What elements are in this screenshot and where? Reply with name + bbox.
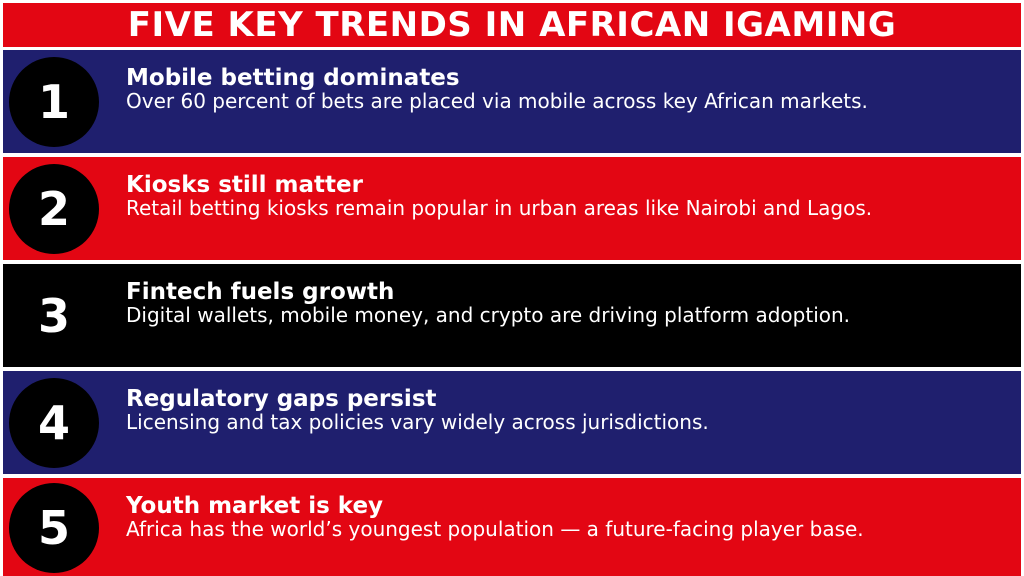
trend-row: 3 Fintech fuels growth Digital wallets, …	[3, 264, 1021, 367]
trend-text: Regulatory gaps persist Licensing and ta…	[126, 387, 1011, 433]
trend-list: 1 Mobile betting dominates Over 60 perce…	[3, 50, 1021, 576]
trend-number: 5	[37, 501, 70, 555]
trend-number: 2	[37, 181, 70, 236]
trend-row: 1 Mobile betting dominates Over 60 perce…	[3, 50, 1021, 153]
page-title: FIVE KEY TRENDS IN AFRICAN IGAMING	[127, 5, 897, 45]
number-badge: 3	[9, 270, 99, 361]
trend-heading: Youth market is key	[126, 493, 384, 519]
trend-heading: Regulatory gaps persist	[126, 386, 437, 412]
trend-number: 4	[37, 395, 70, 450]
trend-number: 3	[37, 288, 70, 343]
trend-row: 2 Kiosks still matter Retail betting kio…	[3, 157, 1021, 260]
trend-number: 1	[37, 74, 70, 129]
trend-text: Fintech fuels growth Digital wallets, mo…	[126, 280, 1011, 326]
trend-description: Over 60 percent of bets are placed via m…	[126, 89, 868, 113]
trend-text: Youth market is key Africa has the world…	[126, 494, 1011, 540]
title-banner: FIVE KEY TRENDS IN AFRICAN IGAMING	[3, 3, 1021, 47]
trend-text: Mobile betting dominates Over 60 percent…	[126, 66, 1011, 112]
trend-description: Africa has the world’s youngest populati…	[126, 517, 864, 541]
trend-description: Retail betting kiosks remain popular in …	[126, 196, 873, 220]
number-badge: 1	[9, 56, 99, 147]
trend-heading: Kiosks still matter	[126, 172, 363, 198]
trend-description: Digital wallets, mobile money, and crypt…	[126, 303, 851, 327]
trend-heading: Fintech fuels growth	[126, 279, 395, 305]
number-badge: 4	[9, 377, 99, 468]
number-badge: 2	[9, 163, 99, 254]
trend-row: 5 Youth market is key Africa has the wor…	[3, 478, 1021, 576]
trend-text: Kiosks still matter Retail betting kiosk…	[126, 173, 1011, 219]
trend-description: Licensing and tax policies vary widely a…	[126, 410, 709, 434]
trend-row: 4 Regulatory gaps persist Licensing and …	[3, 371, 1021, 474]
trend-heading: Mobile betting dominates	[126, 65, 460, 91]
number-badge: 5	[9, 483, 99, 573]
